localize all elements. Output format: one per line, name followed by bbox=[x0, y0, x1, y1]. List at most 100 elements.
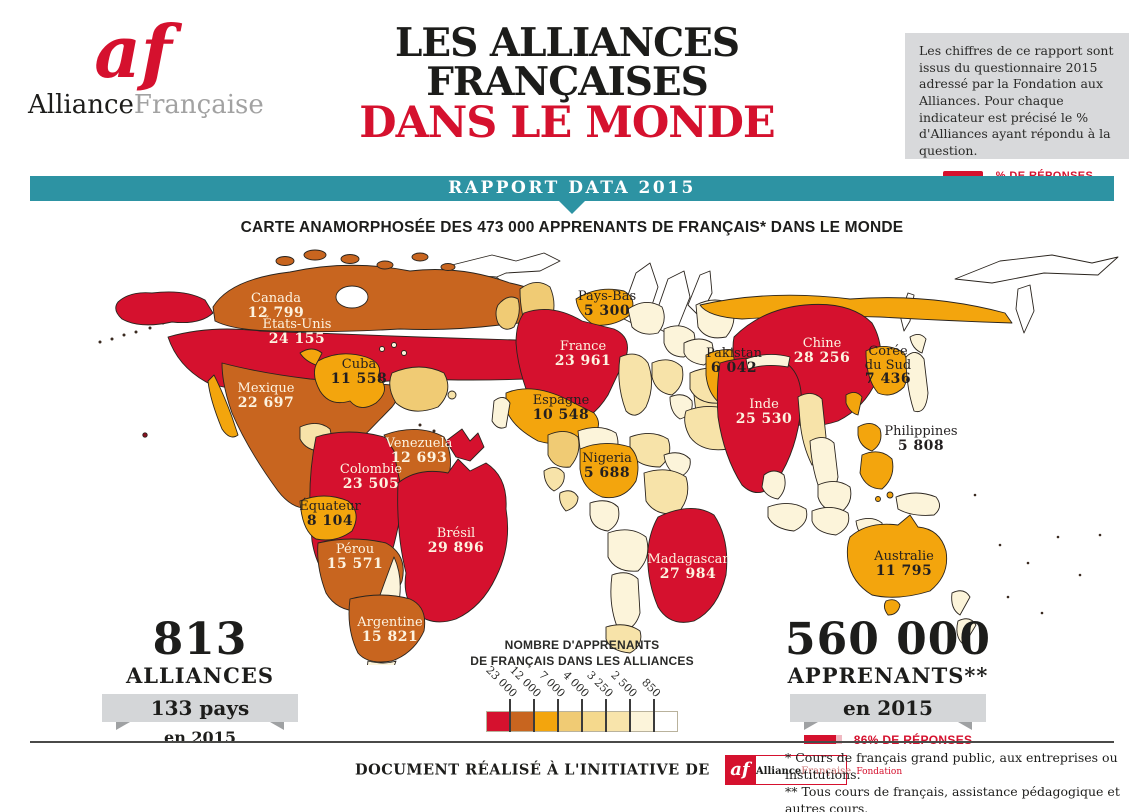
country-name: Canada bbox=[251, 291, 301, 306]
country-name: Équateur bbox=[299, 499, 361, 514]
legend-swatch-5 bbox=[606, 711, 630, 733]
country-name: Cuba bbox=[341, 357, 377, 372]
page-title: LES ALLIANCES FRANÇAISES DANS LE MONDE bbox=[272, 24, 862, 145]
legend-tick bbox=[581, 699, 583, 733]
legend-tick-label: 3 250 bbox=[583, 668, 616, 701]
red-swatch-icon bbox=[942, 171, 983, 181]
country-name: Madagascar bbox=[647, 552, 729, 567]
country-shape-alaska bbox=[115, 291, 214, 326]
legend-tick-label: 7 000 bbox=[535, 668, 568, 701]
alliances-label: ALLIANCES bbox=[125, 663, 275, 688]
learners-count: 560 000 bbox=[784, 614, 991, 665]
country-label-etats_unis: États-Unis 24 155 bbox=[263, 318, 332, 346]
country-label-bresil: Brésil 29 896 bbox=[428, 527, 485, 555]
country-label-colombie: Colombie 23 505 bbox=[340, 463, 402, 491]
legend-tick-label: 850 bbox=[639, 676, 664, 701]
country-shape-equateur bbox=[299, 495, 357, 541]
country-name: France bbox=[559, 339, 607, 354]
legend-color-scale: 23 000 12 000 7 000 4 000 3 250 2 500 850 bbox=[483, 664, 678, 733]
methodology-text: Les chiffres de ce rapport sont issus du… bbox=[919, 43, 1114, 158]
country-label-australie: Australie 11 795 bbox=[874, 550, 934, 578]
legend-swatch-6 bbox=[630, 711, 654, 733]
country-value: 25 530 bbox=[735, 410, 793, 427]
fondation-word-gray: Française bbox=[801, 766, 852, 777]
country-label-madagascar: Madagascar 27 984 bbox=[647, 553, 728, 581]
logo-wordmark: AllianceFrançaise bbox=[28, 90, 264, 121]
legend-tick bbox=[533, 699, 535, 733]
country-shape-bresil bbox=[397, 458, 509, 623]
country-label-pakistan: Pakistan 6 042 bbox=[706, 347, 762, 375]
country-label-pays_bas: Pays-Bas 5 300 bbox=[578, 290, 636, 318]
country-value: 11 558 bbox=[330, 370, 388, 387]
country-name: Pays-Bas bbox=[577, 289, 637, 304]
country-shape-madagascar bbox=[647, 508, 728, 623]
alliances-stat-block: 813 ALLIANCES 133 pays en 2015 bbox=[95, 618, 305, 747]
country-value: 12 693 bbox=[390, 449, 448, 466]
legend-tick bbox=[653, 699, 655, 733]
country-value: 5 300 bbox=[583, 302, 631, 319]
world-map-svg bbox=[98, 249, 1119, 665]
country-name: Chine bbox=[802, 336, 842, 351]
country-value: 27 984 bbox=[659, 565, 717, 582]
country-name: Australie bbox=[874, 549, 934, 564]
footnote-1: * Cours de français grand public, aux en… bbox=[785, 750, 1118, 782]
report-banner: RAPPORT DATA 2015 bbox=[30, 176, 1114, 214]
legend-swatch-2 bbox=[534, 711, 558, 733]
fondation-logo-box: AllianceFrançaise Fondation bbox=[754, 755, 902, 785]
responses-rate-label: 86% DE RÉPONSES bbox=[853, 732, 973, 747]
legend-swatch-1 bbox=[510, 711, 534, 733]
learners-label: APPRENANTS** bbox=[787, 663, 989, 688]
new-zealand-shape bbox=[951, 590, 971, 616]
legend-swatch-0 bbox=[486, 711, 510, 733]
country-name: Inde bbox=[749, 397, 779, 412]
fondation-sub: Fondation bbox=[856, 767, 903, 777]
legend-title: NOMBRE D'APPRENANTS DE FRANÇAIS DANS LES… bbox=[462, 638, 702, 669]
country-shape-argentine bbox=[348, 594, 426, 663]
country-shape-philippines bbox=[857, 423, 882, 452]
legend-tick bbox=[629, 699, 631, 733]
country-name: Pakistan bbox=[706, 346, 762, 361]
country-value: 5 808 bbox=[897, 437, 945, 454]
country-label-espagne: Espagne 10 548 bbox=[533, 394, 590, 422]
fondation-word-black: Alliance bbox=[755, 766, 802, 777]
legend-title-line2: DE FRANÇAIS DANS LES ALLIANCES bbox=[470, 653, 694, 668]
logo-word-black: Alliance bbox=[28, 90, 134, 121]
country-value: 29 896 bbox=[427, 539, 485, 556]
country-name: Mexique bbox=[237, 381, 295, 396]
country-shape-japon bbox=[905, 352, 929, 413]
methodology-note-box: Les chiffres de ce rapport sont issus du… bbox=[905, 33, 1129, 182]
country-value: 15 821 bbox=[361, 628, 419, 645]
footer-divider bbox=[30, 741, 1114, 743]
af-monogram: af bbox=[94, 9, 172, 94]
fondation-logo: af AllianceFrançaise Fondation bbox=[724, 755, 902, 785]
country-label-mexique: Mexique 22 697 bbox=[238, 382, 295, 410]
country-name: Corée du Sud bbox=[864, 344, 912, 373]
country-value: 28 256 bbox=[793, 349, 851, 366]
country-value: 12 799 bbox=[247, 304, 305, 321]
learners-year-ribbon: en 2015 bbox=[790, 694, 986, 730]
footnotes: * Cours de français grand public, aux en… bbox=[785, 750, 1130, 812]
title-line2: FRANÇAISES bbox=[426, 59, 709, 105]
fondation-af-monogram: af bbox=[724, 755, 755, 785]
legend-swatch-4 bbox=[582, 711, 606, 733]
map-legend: NOMBRE D'APPRENANTS DE FRANÇAIS DANS LES… bbox=[462, 638, 702, 733]
footnote-2: ** Tous cours de français, assistance pé… bbox=[785, 783, 1120, 812]
country-name: Argentine bbox=[357, 615, 423, 630]
anamorphic-world-map: Canada 12 799 États-Unis 24 155 Cuba 11 558 Me… bbox=[0, 245, 1144, 665]
legend-tick bbox=[605, 699, 607, 733]
country-label-nigeria: Nigeria 5 688 bbox=[582, 452, 632, 480]
country-label-perou: Pérou 15 571 bbox=[327, 543, 384, 571]
legend-swatch-7 bbox=[654, 711, 678, 733]
responses-rate: 86% DE RÉPONSES bbox=[783, 729, 993, 748]
country-name: Nigeria bbox=[582, 451, 632, 466]
country-name: Brésil bbox=[436, 526, 476, 541]
alliances-year: en 2015 bbox=[164, 728, 236, 747]
footer-credit: DOCUMENT RÉALISÉ À L'INITIATIVE DE af Al… bbox=[355, 755, 902, 785]
country-value: 23 961 bbox=[554, 352, 612, 369]
country-label-inde: Inde 25 530 bbox=[736, 398, 793, 426]
legend-tick-label: 4 000 bbox=[559, 668, 592, 701]
legend-title-line1: NOMBRE D'APPRENANTS bbox=[504, 638, 660, 652]
alliance-francaise-logo: af AllianceFrançaise bbox=[28, 9, 264, 121]
map-title: CARTE ANAMORPHOSÉE DES 473 000 APPRENANT… bbox=[240, 219, 904, 236]
legend-tick bbox=[557, 699, 559, 733]
